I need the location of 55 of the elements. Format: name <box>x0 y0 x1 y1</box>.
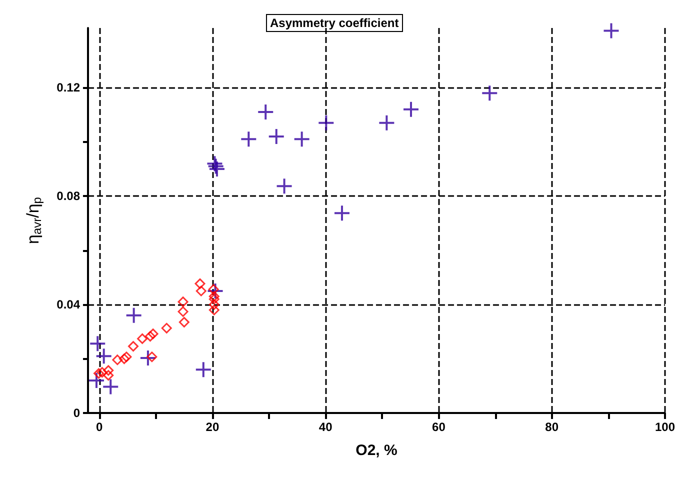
x-tick-label: 100 <box>654 420 676 434</box>
point <box>293 130 310 148</box>
point <box>178 316 190 328</box>
point <box>208 304 220 316</box>
point <box>481 84 498 102</box>
point <box>125 306 142 324</box>
point <box>194 361 212 378</box>
point <box>257 104 274 121</box>
x-tick-label: 60 <box>432 420 446 434</box>
point <box>196 286 206 296</box>
point <box>148 328 158 340</box>
point <box>378 114 396 132</box>
point <box>102 378 120 396</box>
point <box>146 352 158 362</box>
y-tick-label: 0.04 <box>56 298 80 312</box>
point <box>121 352 132 362</box>
point <box>208 291 220 302</box>
x-tick-label: 0 <box>96 420 103 434</box>
point <box>602 22 620 40</box>
point <box>144 331 156 342</box>
point <box>89 335 106 352</box>
point <box>95 348 112 365</box>
x-tick-label: 20 <box>206 420 220 434</box>
y-axis-title: ηavr/ηp <box>24 196 44 244</box>
point <box>94 368 104 379</box>
point <box>103 370 114 381</box>
point <box>208 284 219 295</box>
point <box>276 178 293 195</box>
point <box>103 365 114 376</box>
point <box>178 296 188 308</box>
point <box>96 367 108 378</box>
x-axis-title: O2, % <box>356 442 398 459</box>
point <box>161 322 172 334</box>
point <box>88 372 105 389</box>
point <box>240 130 258 148</box>
point <box>139 349 156 366</box>
point <box>194 278 206 289</box>
y-tick-label: 0 <box>73 406 80 420</box>
x-tick-label: 80 <box>545 420 559 434</box>
chart-title: Asymmetry coefficient <box>270 16 399 30</box>
point <box>268 128 285 145</box>
point <box>112 354 123 366</box>
point <box>118 354 130 364</box>
y-tick-label: 0.12 <box>56 80 80 95</box>
point <box>206 282 224 300</box>
point <box>333 204 350 222</box>
point <box>208 299 220 310</box>
point <box>402 100 420 118</box>
point <box>128 341 139 352</box>
y-tick-label: 0.08 <box>56 189 80 204</box>
point <box>137 333 148 344</box>
x-tick-label: 40 <box>318 420 333 434</box>
point <box>208 294 220 304</box>
point <box>318 114 335 132</box>
point <box>178 306 188 317</box>
